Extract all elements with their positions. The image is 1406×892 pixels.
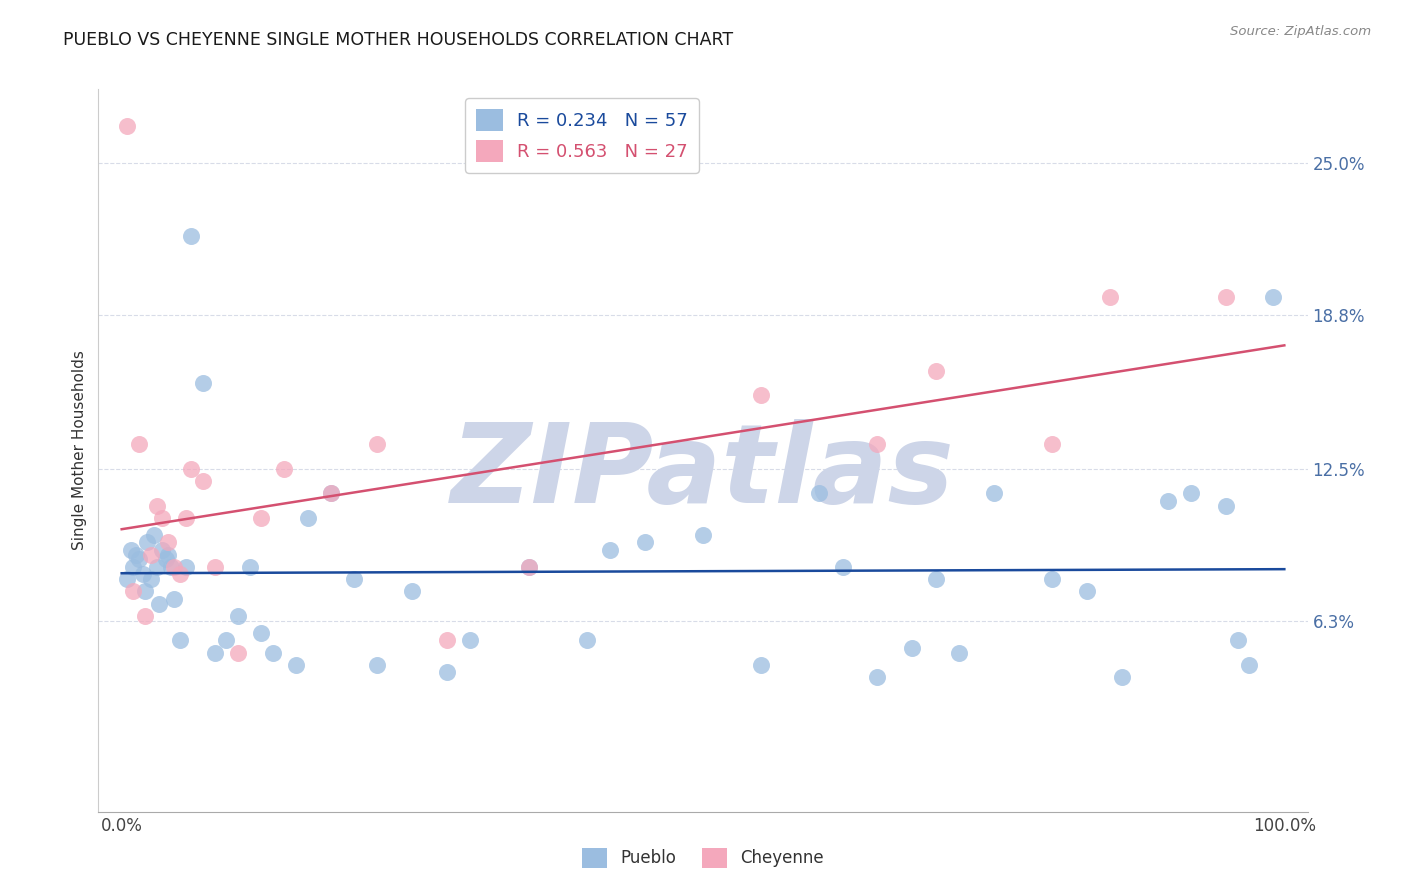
Point (866, 670, 889, 684)
Point (273, 462, 295, 476)
Point (1226, 633, 1249, 648)
Point (1215, 290, 1237, 304)
Point (1111, 670, 1133, 684)
Point (117, 119, 139, 133)
Point (250, 511, 273, 525)
Point (122, 559, 145, 574)
Point (159, 559, 181, 574)
Point (204, 646, 226, 660)
Point (517, 559, 540, 574)
Point (191, 474, 214, 488)
Point (436, 633, 458, 648)
Point (1180, 486, 1202, 500)
Point (1239, 657, 1261, 672)
Point (128, 437, 150, 451)
Point (191, 376, 214, 390)
Point (150, 542, 173, 557)
Point (285, 657, 308, 672)
Point (1215, 499, 1237, 513)
Point (124, 548, 146, 562)
Point (250, 626, 273, 640)
Point (1098, 290, 1121, 304)
Point (239, 559, 262, 574)
Legend: R = 0.234   N = 57, R = 0.563   N = 27: R = 0.234 N = 57, R = 0.563 N = 27 (465, 98, 699, 173)
Point (226, 608, 249, 623)
Legend: Pueblo, Cheyenne: Pueblo, Cheyenne (575, 841, 831, 875)
Point (924, 364, 946, 378)
Point (808, 486, 831, 500)
Point (599, 542, 621, 557)
Point (145, 499, 167, 513)
Point (297, 511, 319, 525)
Point (343, 572, 366, 586)
Point (134, 584, 156, 599)
Point (948, 646, 970, 660)
Point (120, 542, 142, 557)
Point (401, 584, 423, 599)
Point (139, 548, 162, 562)
Point (692, 528, 714, 542)
Point (169, 633, 191, 648)
Text: PUEBLO VS CHEYENNE SINGLE MOTHER HOUSEHOLDS CORRELATION CHART: PUEBLO VS CHEYENNE SINGLE MOTHER HOUSEHO… (63, 31, 734, 49)
Point (131, 567, 153, 582)
Point (180, 229, 202, 244)
Point (831, 559, 853, 574)
Point (128, 552, 150, 566)
Point (169, 567, 191, 582)
Point (145, 559, 167, 574)
Point (319, 486, 342, 500)
Text: Source: ZipAtlas.com: Source: ZipAtlas.com (1230, 25, 1371, 38)
Point (575, 633, 598, 648)
Y-axis label: Single Mother Households: Single Mother Households (72, 351, 87, 550)
Point (163, 591, 186, 606)
Point (901, 640, 924, 655)
Point (1076, 584, 1098, 599)
Point (319, 486, 342, 500)
Point (226, 646, 249, 660)
Point (139, 572, 162, 586)
Point (366, 437, 388, 451)
Point (634, 535, 657, 549)
Point (749, 388, 772, 402)
Point (866, 437, 889, 451)
Point (924, 572, 946, 586)
Point (122, 584, 145, 599)
Point (749, 657, 772, 672)
Point (174, 559, 197, 574)
Point (148, 597, 170, 611)
Point (157, 535, 180, 549)
Point (134, 608, 156, 623)
Point (136, 535, 159, 549)
Point (983, 486, 1005, 500)
Point (117, 572, 139, 586)
Point (1040, 437, 1063, 451)
Point (460, 633, 482, 648)
Point (262, 646, 284, 660)
Point (517, 559, 540, 574)
Point (180, 462, 202, 476)
Point (204, 559, 226, 574)
Point (366, 657, 388, 672)
Point (1157, 493, 1180, 508)
Point (143, 528, 166, 542)
Point (155, 552, 177, 566)
Point (150, 511, 173, 525)
Point (157, 548, 180, 562)
Point (163, 559, 186, 574)
Point (436, 665, 458, 679)
Point (174, 511, 197, 525)
Point (215, 633, 238, 648)
Point (1040, 572, 1063, 586)
Point (1261, 290, 1284, 304)
Text: ZIPatlas: ZIPatlas (451, 418, 955, 525)
